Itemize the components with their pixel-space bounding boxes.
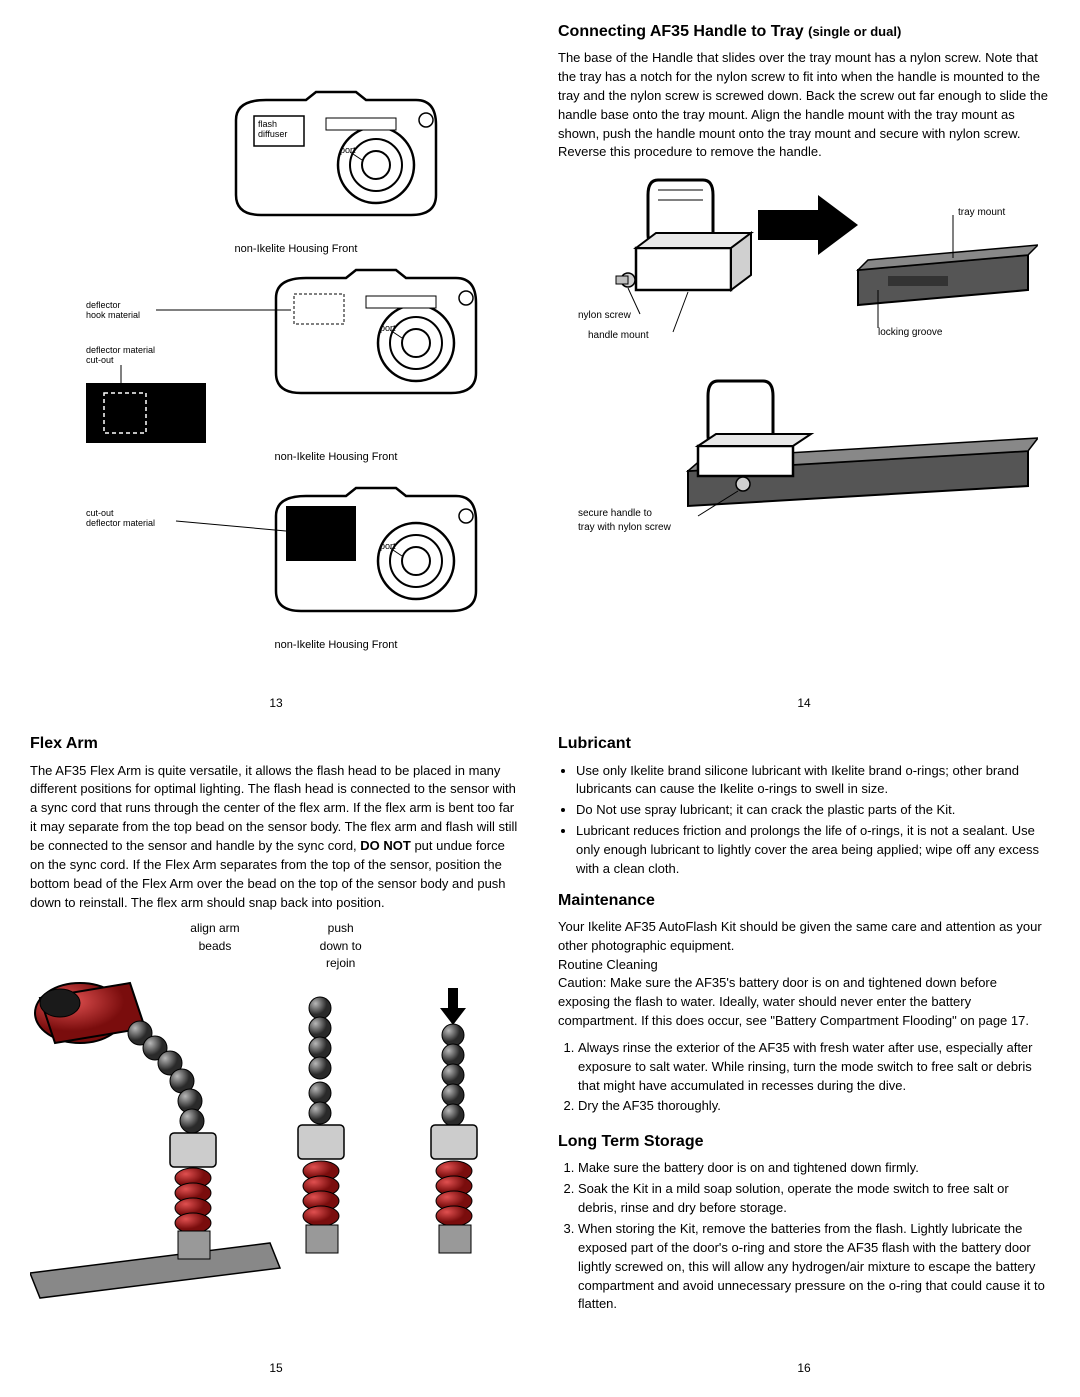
page15-body: The AF35 Flex Arm is quite versatile, it… xyxy=(30,762,522,913)
storage-n1: Make sure the battery door is on and tig… xyxy=(578,1159,1050,1178)
page14-title-main: Connecting AF35 Handle to Tray xyxy=(558,23,804,40)
page-13: flash diffuser port non-Ikelite Housing … xyxy=(30,20,522,712)
page14-title-sub: (single or dual) xyxy=(808,24,901,39)
handle-tray-diagram-1: tray mount nylon screw handle mount lock… xyxy=(558,170,1038,370)
label-handle-mount: handle mount xyxy=(588,330,649,341)
housing-diagram-2: port deflector hook material deflector m… xyxy=(86,258,506,448)
page15-title: Flex Arm xyxy=(30,732,522,755)
svg-text:port: port xyxy=(380,323,396,333)
page15-donot: DO NOT xyxy=(360,838,411,853)
svg-text:secure handle to: secure handle to xyxy=(578,508,652,519)
maintenance-p2: Routine Cleaning xyxy=(558,956,1050,975)
label-align-beads: align arm beads xyxy=(190,920,239,972)
flexarm-diagram xyxy=(30,973,510,1313)
maintenance-p3: Caution: Make sure the AF35's battery do… xyxy=(558,974,1050,1031)
svg-text:diffuser: diffuser xyxy=(258,129,287,139)
lubricant-b1: Use only Ikelite brand silicone lubrican… xyxy=(576,762,1050,800)
page14-title: Connecting AF35 Handle to Tray (single o… xyxy=(558,20,1050,43)
diagram-2-caption: non-Ikelite Housing Front xyxy=(70,450,522,466)
svg-text:cut-out: cut-out xyxy=(86,508,114,518)
housing-diagram-3: port cut-out deflector material xyxy=(86,466,506,636)
storage-list: Make sure the battery door is on and tig… xyxy=(558,1159,1050,1314)
page-number-16: 16 xyxy=(558,1360,1050,1377)
svg-text:hook material: hook material xyxy=(86,310,140,320)
page-number-13: 13 xyxy=(30,695,522,712)
lubricant-list: Use only Ikelite brand silicone lubrican… xyxy=(558,762,1050,879)
storage-n3: When storing the Kit, remove the batteri… xyxy=(578,1220,1050,1314)
housing-diagram-1: flash diffuser port xyxy=(126,80,466,240)
maintenance-n1: Always rinse the exterior of the AF35 wi… xyxy=(578,1039,1050,1096)
label-tray-mount: tray mount xyxy=(958,207,1005,218)
svg-text:tray with nylon screw: tray with nylon screw xyxy=(578,522,672,533)
page-14: Connecting AF35 Handle to Tray (single o… xyxy=(558,20,1050,712)
svg-text:flash: flash xyxy=(258,119,277,129)
svg-text:port: port xyxy=(340,145,356,155)
flexarm-label-row: align arm beads push down to rejoin xyxy=(30,920,522,972)
storage-title: Long Term Storage xyxy=(558,1130,1050,1153)
page14-body: The base of the Handle that slides over … xyxy=(558,49,1050,162)
page-15: Flex Arm The AF35 Flex Arm is quite vers… xyxy=(30,732,522,1377)
svg-text:deflector: deflector xyxy=(86,300,121,310)
label-push-rejoin: push down to rejoin xyxy=(320,920,362,972)
diagram-1-caption: non-Ikelite Housing Front xyxy=(70,242,522,258)
label-locking-groove: locking groove xyxy=(878,327,943,338)
handle-tray-diagram-2: secure handle to tray with nylon screw xyxy=(558,376,1038,556)
lubricant-b3: Lubricant reduces friction and prolongs … xyxy=(576,822,1050,879)
lubricant-title: Lubricant xyxy=(558,732,1050,755)
maintenance-n2: Dry the AF35 thoroughly. xyxy=(578,1097,1050,1116)
svg-text:deflector material: deflector material xyxy=(86,345,155,355)
diagram-3-caption: non-Ikelite Housing Front xyxy=(70,638,522,654)
lubricant-b2: Do Not use spray lubricant; it can crack… xyxy=(576,801,1050,820)
svg-text:deflector material: deflector material xyxy=(86,518,155,528)
maintenance-p1: Your Ikelite AF35 AutoFlash Kit should b… xyxy=(558,918,1050,956)
label-nylon-screw: nylon screw xyxy=(578,310,632,321)
maintenance-title: Maintenance xyxy=(558,889,1050,912)
svg-text:port: port xyxy=(380,541,396,551)
svg-text:cut-out: cut-out xyxy=(86,355,114,365)
page-number-15: 15 xyxy=(30,1360,522,1377)
page-16: Lubricant Use only Ikelite brand silicon… xyxy=(558,732,1050,1377)
maintenance-list: Always rinse the exterior of the AF35 wi… xyxy=(558,1039,1050,1116)
storage-n2: Soak the Kit in a mild soap solution, op… xyxy=(578,1180,1050,1218)
page-number-14: 14 xyxy=(558,695,1050,712)
